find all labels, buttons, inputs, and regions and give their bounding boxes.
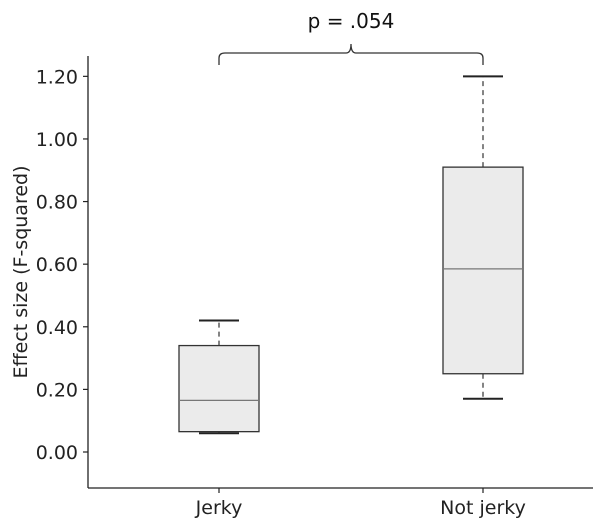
- y-tick-label: 1.20: [36, 66, 78, 88]
- box-jerky: [178, 319, 260, 435]
- y-tick-label: 0.80: [36, 192, 78, 214]
- y-axis-label: Effect size (F-squared): [10, 166, 32, 379]
- y-tick-label: 0.00: [36, 442, 78, 464]
- x-tick-label: Jerky: [195, 497, 243, 519]
- interquartile-box: [178, 344, 260, 433]
- axes: 0.00 0.20 0.40 0.60 0.80 1.00 1.20 Jerky Not jer…: [36, 56, 593, 519]
- significance-annotation: p = .054: [218, 9, 484, 65]
- significance-bracket: [218, 43, 484, 65]
- box-not-jerky: [442, 75, 524, 400]
- y-tick-label: 0.40: [36, 317, 78, 339]
- y-tick-label: 0.20: [36, 379, 78, 401]
- y-tick-label: 1.00: [36, 129, 78, 151]
- x-tick-label: Not jerky: [440, 497, 526, 519]
- boxes: [178, 75, 524, 435]
- interquartile-box: [442, 166, 524, 375]
- p-value-label: p = .054: [308, 9, 395, 33]
- y-tick-label: 0.60: [36, 254, 78, 276]
